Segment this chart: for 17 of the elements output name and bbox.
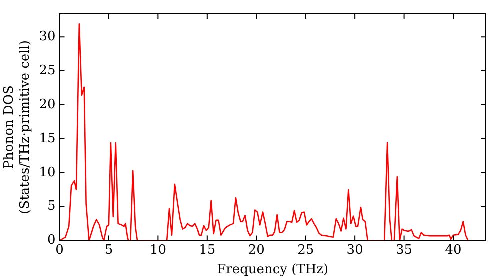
x-tick-label: 30 [346,242,364,258]
x-tick-label: 40 [445,242,462,258]
y-axis-title: Phonon DOS (States/THz·primitive cell) [2,40,33,214]
x-axis-title: Frequency (THz) [217,262,329,278]
y-tick-label: 15 [39,131,56,146]
y-tick-label: 25 [39,63,56,78]
y-tick-label: 10 [39,165,56,180]
x-tick-label: 10 [150,242,166,258]
x-tick-label: 25 [298,242,314,258]
x-tick-label: 35 [396,242,413,258]
y-tick-label: 30 [39,29,56,44]
x-tick-label: 20 [248,242,265,258]
y-tick-label: 5 [47,199,56,214]
y-tick-label: 0 [47,233,56,248]
x-tick-label: 15 [199,242,216,258]
x-tick-label: 5 [104,242,114,258]
y-tick-label: 20 [39,97,56,112]
